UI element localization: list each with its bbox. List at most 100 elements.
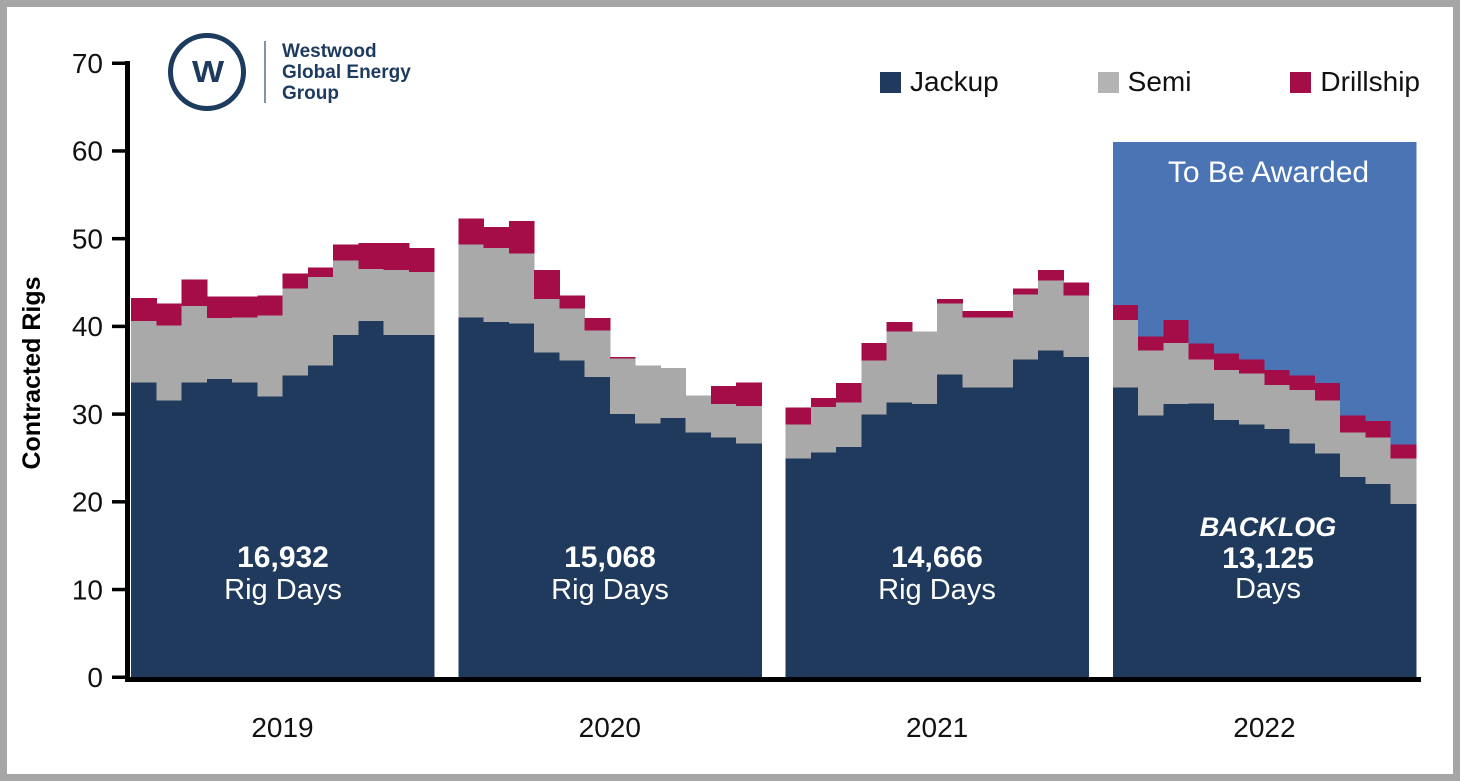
- drillship-area: [1213, 353, 1240, 370]
- y-tick-label: 40: [72, 311, 103, 342]
- drillship-area: [458, 218, 485, 245]
- semi-area: [156, 325, 183, 401]
- to-be-awarded-area: [1264, 141, 1291, 370]
- semi-area: [836, 402, 862, 448]
- drillship-area: [383, 242, 410, 271]
- semi-area: [962, 317, 989, 388]
- to-be-awarded-area: [1314, 141, 1341, 384]
- jackup-area: [508, 323, 535, 677]
- semi-area: [886, 331, 913, 403]
- semi-area: [710, 404, 737, 438]
- jackup-area: [886, 402, 913, 677]
- semi-area: [1138, 350, 1164, 416]
- drillship-area: [508, 220, 535, 254]
- drillship-area: [1264, 370, 1291, 385]
- drillship-area: [1188, 343, 1215, 360]
- semi-area: [1063, 295, 1090, 357]
- jackup-area: [408, 334, 435, 677]
- semi-area: [987, 317, 1014, 388]
- jackup-area: [736, 443, 762, 677]
- semi-area: [282, 288, 309, 376]
- y-tick-label: 60: [72, 136, 103, 167]
- drillship-area: [609, 356, 636, 359]
- semi-area: [1264, 384, 1291, 429]
- jackup-area: [1264, 428, 1291, 677]
- jackup-area: [1138, 415, 1164, 677]
- drillship-area: [559, 295, 586, 309]
- jackup-area: [559, 360, 586, 677]
- jackup-area: [609, 413, 636, 677]
- semi-area: [333, 260, 359, 335]
- semi-area: [206, 318, 233, 379]
- jackup-area: [1038, 350, 1064, 677]
- jackup-area: [257, 396, 284, 677]
- semi-area: [1163, 342, 1190, 405]
- semi-area: [861, 360, 888, 415]
- semi-area: [1314, 400, 1341, 454]
- semi-area: [257, 315, 284, 397]
- semi-area: [911, 331, 938, 405]
- y-tick-mark: [112, 149, 127, 153]
- semi-area: [937, 303, 963, 375]
- semi-area: [559, 308, 586, 361]
- semi-area: [685, 395, 712, 433]
- jackup-area: [282, 375, 309, 677]
- drillship-area: [408, 248, 435, 272]
- semi-area: [408, 271, 435, 335]
- jackup-area: [1289, 443, 1316, 677]
- drillship-area: [358, 242, 385, 270]
- drillship-area: [181, 279, 208, 306]
- jackup-area: [810, 452, 837, 677]
- to-be-awarded-area: [1340, 141, 1366, 416]
- drillship-area: [886, 321, 913, 332]
- jackup-area: [1163, 404, 1190, 677]
- semi-area: [1188, 359, 1215, 404]
- jackup-area: [333, 334, 359, 677]
- jackup-area: [206, 378, 233, 677]
- y-tick-mark: [112, 236, 127, 241]
- semi-area: [483, 248, 510, 322]
- x-tick-label: 2021: [906, 712, 968, 743]
- semi-area: [584, 330, 611, 378]
- jackup-area: [1365, 484, 1392, 677]
- semi-area: [181, 305, 208, 383]
- jackup-area: [358, 320, 385, 677]
- drillship-area: [962, 311, 989, 318]
- x-tick-label: 2022: [1233, 712, 1295, 743]
- jackup-area: [987, 387, 1014, 677]
- jackup-area: [710, 437, 737, 677]
- semi-area: [1390, 458, 1417, 505]
- drillship-area: [156, 303, 183, 326]
- drillship-area: [1340, 415, 1366, 433]
- drillship-area: [307, 267, 334, 278]
- drillship-area: [1163, 320, 1190, 343]
- y-tick-label: 20: [72, 487, 103, 518]
- y-tick-label: 30: [72, 399, 103, 430]
- jackup-area: [458, 317, 485, 677]
- drillship-area: [584, 318, 611, 331]
- semi-area: [635, 365, 661, 424]
- to-be-awarded-area: [1213, 141, 1240, 354]
- semi-area: [358, 269, 385, 321]
- jackup-area: [156, 400, 183, 677]
- to-be-awarded-area: [1163, 141, 1190, 321]
- jackup-area: [131, 382, 157, 677]
- x-axis-line: [125, 677, 1421, 682]
- jackup-area: [534, 352, 560, 677]
- semi-area: [508, 253, 535, 324]
- y-tick-label: 0: [87, 662, 103, 693]
- drillship-area: [232, 296, 258, 318]
- to-be-awarded-area: [1365, 141, 1392, 421]
- drillship-area: [1365, 420, 1392, 438]
- drillship-area: [282, 273, 309, 289]
- drillship-area: [333, 244, 359, 261]
- semi-area: [1239, 373, 1265, 425]
- jackup-area: [785, 458, 812, 677]
- jackup-area: [1340, 477, 1366, 677]
- drillship-area: [483, 227, 510, 249]
- y-tick-mark: [112, 61, 127, 65]
- to-be-awarded-area: [1239, 141, 1265, 360]
- semi-area: [1012, 294, 1039, 360]
- semi-area: [609, 358, 636, 414]
